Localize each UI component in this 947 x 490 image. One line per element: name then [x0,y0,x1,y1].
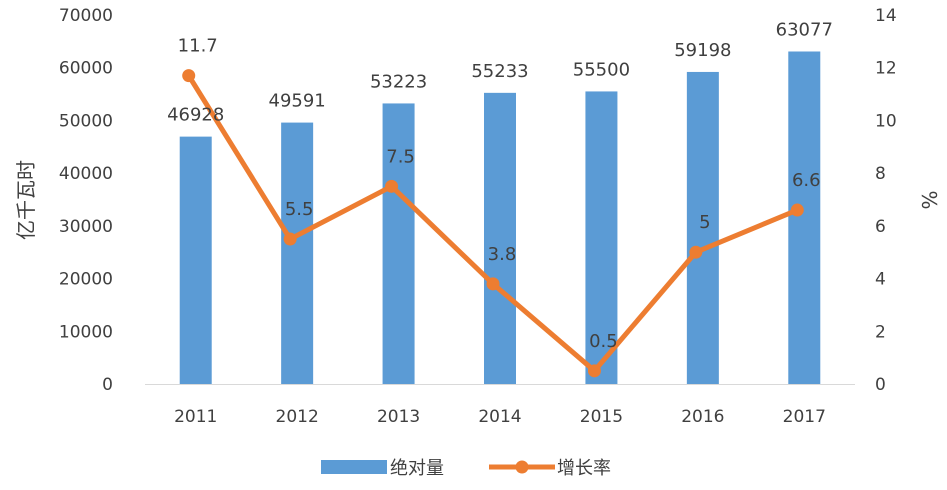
bar-data-label: 55233 [471,61,528,82]
x-tick-label: 2011 [174,407,217,427]
line-data-label: 7.5 [386,146,415,167]
bar-data-label: 55500 [573,59,630,80]
legend: 绝对量 增长率 [321,458,611,479]
bar-series [179,51,821,385]
right-tick-label: 6 [875,217,886,237]
right-tick-label: 2 [875,322,886,342]
bar [281,122,314,384]
line-data-label: 6.6 [792,170,821,191]
legend-label-line: 增长率 [557,458,611,479]
left-tick-label: 30000 [59,217,113,237]
left-axis-ticks: 0 10000 20000 30000 40000 50000 60000 70000 [59,6,113,395]
line-series [182,69,804,378]
line-data-labels: 11.7 5.5 7.5 3.8 0.5 5 6.6 [178,36,821,352]
legend-swatch-bar [321,460,387,474]
bar-data-label: 46928 [167,105,224,126]
bar-data-label: 59198 [674,40,731,61]
line-point [283,232,297,246]
right-tick-label: 8 [875,164,886,184]
left-tick-label: 70000 [59,6,113,26]
bar-data-label: 49591 [269,91,326,112]
left-tick-label: 40000 [59,164,113,184]
line-point [486,277,500,291]
left-tick-label: 0 [102,375,113,395]
bar-data-label: 63077 [776,19,833,40]
x-tick-label: 2012 [276,407,319,427]
right-tick-label: 4 [875,270,886,290]
left-tick-label: 20000 [59,270,113,290]
x-tick-label: 2013 [377,407,420,427]
left-tick-label: 60000 [59,59,113,79]
bar-data-labels: 46928 49591 53223 55233 55500 59198 63077 [167,19,833,125]
left-tick-label: 10000 [59,322,113,342]
left-tick-label: 50000 [59,111,113,131]
right-tick-label: 12 [875,59,897,79]
left-axis-title: 亿千瓦时 [14,160,38,240]
x-axis-ticks: 2011 2012 2013 2014 2015 2016 2017 [174,407,826,427]
x-tick-label: 2016 [681,407,724,427]
line-data-label: 0.5 [589,331,618,352]
legend-swatch-marker [515,460,529,474]
x-tick-label: 2015 [580,407,623,427]
bar-data-label: 53223 [370,71,427,92]
line-data-label: 5.5 [285,199,314,220]
bar [585,91,618,384]
line-point [689,245,703,259]
bar [788,51,821,384]
line-point [587,364,601,378]
bar [382,103,415,385]
legend-label-bar: 绝对量 [390,458,444,479]
line-data-label: 3.8 [488,244,517,265]
bar [686,71,719,385]
right-tick-label: 10 [875,111,897,131]
line-point [385,179,399,193]
line-data-label: 5 [699,212,710,233]
line-data-label: 11.7 [178,36,218,57]
right-tick-label: 0 [875,375,886,395]
right-axis-title: % [917,190,941,209]
right-tick-label: 14 [875,6,897,26]
line-point [182,69,196,83]
line-point [790,203,804,217]
x-tick-label: 2017 [783,407,826,427]
x-tick-label: 2014 [478,407,521,427]
bar [179,136,212,384]
right-axis-ticks: 0 2 4 6 8 10 12 14 [875,6,897,395]
bar [484,92,516,384]
